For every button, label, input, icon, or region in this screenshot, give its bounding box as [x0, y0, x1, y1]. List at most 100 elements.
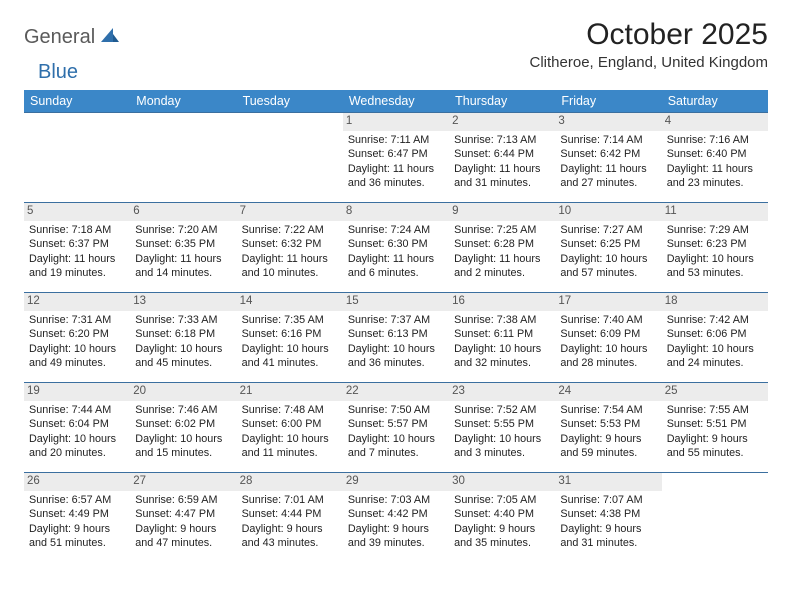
sunset-line: Sunset: 6:09 PM: [560, 327, 656, 342]
daylight-line: Daylight: 9 hours and 35 minutes.: [454, 522, 550, 551]
daylight-line: Daylight: 9 hours and 43 minutes.: [242, 522, 338, 551]
daylight-line: Daylight: 9 hours and 39 minutes.: [348, 522, 444, 551]
calendar-cell: 3 Sunrise: 7:14 AMSunset: 6:42 PMDaylight…: [555, 113, 661, 203]
sunset-line: Sunset: 4:47 PM: [135, 507, 231, 522]
daylight-line: Daylight: 10 hours and 7 minutes.: [348, 432, 444, 461]
daylight-line: Daylight: 10 hours and 11 minutes.: [242, 432, 338, 461]
calendar-head: Sunday Monday Tuesday Wednesday Thursday…: [24, 90, 768, 113]
sunrise-line: Sunrise: 7:44 AM: [29, 403, 125, 418]
day-number: 20: [130, 383, 236, 401]
calendar-cell: 13Sunrise: 7:33 AMSunset: 6:18 PMDayligh…: [130, 293, 236, 383]
daylight-line: Daylight: 10 hours and 24 minutes.: [667, 342, 763, 371]
daylight-line: Daylight: 11 hours and 19 minutes.: [29, 252, 125, 281]
daylight-line: Daylight: 10 hours and 57 minutes.: [560, 252, 656, 281]
daylight-line: Daylight: 10 hours and 3 minutes.: [454, 432, 550, 461]
sunset-line: Sunset: 6:23 PM: [667, 237, 763, 252]
sunrise-line: Sunrise: 7:52 AM: [454, 403, 550, 418]
sunrise-line: Sunrise: 7:05 AM: [454, 493, 550, 508]
daylight-line: Daylight: 10 hours and 45 minutes.: [135, 342, 231, 371]
brand-part2: Blue: [38, 61, 78, 84]
sunset-line: Sunset: 6:25 PM: [560, 237, 656, 252]
sunrise-line: Sunrise: 7:03 AM: [348, 493, 444, 508]
day-number: 3: [555, 113, 661, 131]
daylight-line: Daylight: 11 hours and 27 minutes.: [560, 162, 656, 191]
day-number: 23: [449, 383, 555, 401]
calendar-cell: 30Sunrise: 7:05 AMSunset: 4:40 PMDayligh…: [449, 473, 555, 563]
sunrise-line: Sunrise: 7:14 AM: [560, 133, 656, 148]
daylight-line: Daylight: 10 hours and 53 minutes.: [667, 252, 763, 281]
sunset-line: Sunset: 4:38 PM: [560, 507, 656, 522]
sunset-line: Sunset: 5:53 PM: [560, 417, 656, 432]
sunrise-line: Sunrise: 7:25 AM: [454, 223, 550, 238]
daylight-line: Daylight: 10 hours and 41 minutes.: [242, 342, 338, 371]
sunset-line: Sunset: 5:51 PM: [667, 417, 763, 432]
sunrise-line: Sunrise: 7:54 AM: [560, 403, 656, 418]
daylight-line: Daylight: 10 hours and 36 minutes.: [348, 342, 444, 371]
sunrise-line: Sunrise: 7:16 AM: [667, 133, 763, 148]
col-saturday: Saturday: [662, 90, 768, 113]
day-number: 6: [130, 203, 236, 221]
day-number: 10: [555, 203, 661, 221]
calendar-cell: 8Sunrise: 7:24 AMSunset: 6:30 PMDaylight…: [343, 203, 449, 293]
sunset-line: Sunset: 6:44 PM: [454, 147, 550, 162]
brand-part1: General: [24, 26, 95, 49]
calendar-cell: 4Sunrise: 7:16 AMSunset: 6:40 PMDaylight…: [662, 113, 768, 203]
sunrise-line: Sunrise: 7:11 AM: [348, 133, 444, 148]
brand-logo: General: [24, 18, 121, 49]
daylight-line: Daylight: 9 hours and 31 minutes.: [560, 522, 656, 551]
calendar-cell: 6Sunrise: 7:20 AMSunset: 6:35 PMDaylight…: [130, 203, 236, 293]
sunrise-line: Sunrise: 7:46 AM: [135, 403, 231, 418]
day-number: 30: [449, 473, 555, 491]
sunset-line: Sunset: 6:37 PM: [29, 237, 125, 252]
daylight-line: Daylight: 10 hours and 15 minutes.: [135, 432, 231, 461]
month-title: October 2025: [530, 18, 768, 52]
calendar-cell: 27Sunrise: 6:59 AMSunset: 4:47 PMDayligh…: [130, 473, 236, 563]
calendar-page: General October 2025 Clitheroe, England,…: [0, 0, 792, 563]
daylight-line: Daylight: 11 hours and 2 minutes.: [454, 252, 550, 281]
calendar-cell: 7Sunrise: 7:22 AMSunset: 6:32 PMDaylight…: [237, 203, 343, 293]
calendar-cell: 16Sunrise: 7:38 AMSunset: 6:11 PMDayligh…: [449, 293, 555, 383]
calendar-cell: 22Sunrise: 7:50 AMSunset: 5:57 PMDayligh…: [343, 383, 449, 473]
daylight-line: Daylight: 11 hours and 6 minutes.: [348, 252, 444, 281]
calendar-body: 1Sunrise: 7:11 AMSunset: 6:47 PMDaylight…: [24, 113, 768, 563]
day-number: 16: [449, 293, 555, 311]
day-number: 7: [237, 203, 343, 221]
sunset-line: Sunset: 6:04 PM: [29, 417, 125, 432]
day-number: 24: [555, 383, 661, 401]
daylight-line: Daylight: 11 hours and 14 minutes.: [135, 252, 231, 281]
day-number: 27: [130, 473, 236, 491]
day-number: 17: [555, 293, 661, 311]
day-number: 14: [237, 293, 343, 311]
day-number: 11: [662, 203, 768, 221]
day-number: 5: [24, 203, 130, 221]
calendar-cell: 28Sunrise: 7:01 AMSunset: 4:44 PMDayligh…: [237, 473, 343, 563]
calendar-cell: [662, 473, 768, 563]
sunrise-line: Sunrise: 7:38 AM: [454, 313, 550, 328]
daylight-line: Daylight: 10 hours and 32 minutes.: [454, 342, 550, 371]
col-friday: Friday: [555, 90, 661, 113]
calendar-cell: 23Sunrise: 7:52 AMSunset: 5:55 PMDayligh…: [449, 383, 555, 473]
sunrise-line: Sunrise: 7:20 AM: [135, 223, 231, 238]
sunset-line: Sunset: 6:40 PM: [667, 147, 763, 162]
day-number: 1: [343, 113, 449, 131]
sunrise-line: Sunrise: 6:59 AM: [135, 493, 231, 508]
calendar-row: 1Sunrise: 7:11 AMSunset: 6:47 PMDaylight…: [24, 113, 768, 203]
day-number: 21: [237, 383, 343, 401]
calendar-cell: 25Sunrise: 7:55 AMSunset: 5:51 PMDayligh…: [662, 383, 768, 473]
sunrise-line: Sunrise: 7:07 AM: [560, 493, 656, 508]
sunrise-line: Sunrise: 7:18 AM: [29, 223, 125, 238]
col-thursday: Thursday: [449, 90, 555, 113]
day-number: 25: [662, 383, 768, 401]
sunset-line: Sunset: 6:42 PM: [560, 147, 656, 162]
sunset-line: Sunset: 4:49 PM: [29, 507, 125, 522]
calendar-cell: 29Sunrise: 7:03 AMSunset: 4:42 PMDayligh…: [343, 473, 449, 563]
calendar-cell: 20Sunrise: 7:46 AMSunset: 6:02 PMDayligh…: [130, 383, 236, 473]
calendar-cell: [24, 113, 130, 203]
calendar-cell: 5 Sunrise: 7:18 AMSunset: 6:37 PMDaylight…: [24, 203, 130, 293]
sunset-line: Sunset: 6:32 PM: [242, 237, 338, 252]
calendar-cell: 18Sunrise: 7:42 AMSunset: 6:06 PMDayligh…: [662, 293, 768, 383]
sunrise-line: Sunrise: 7:33 AM: [135, 313, 231, 328]
daylight-line: Daylight: 11 hours and 31 minutes.: [454, 162, 550, 191]
sunset-line: Sunset: 6:00 PM: [242, 417, 338, 432]
day-number: 26: [24, 473, 130, 491]
